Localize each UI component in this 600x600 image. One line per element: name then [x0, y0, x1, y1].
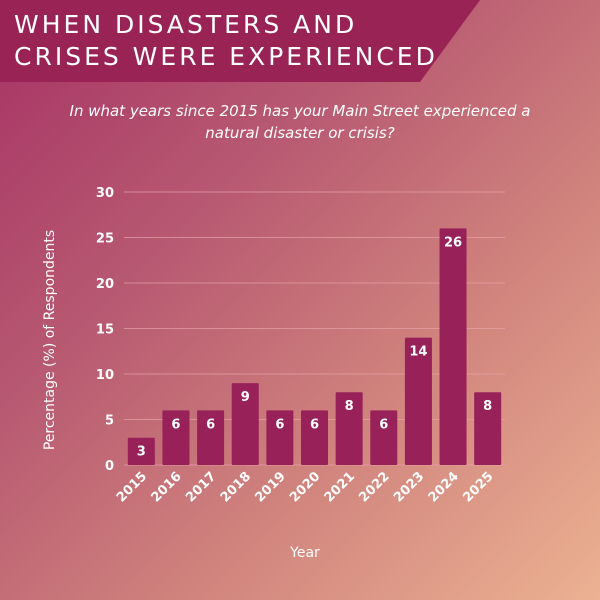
y-tick-label: 10: [96, 368, 114, 383]
x-tick-label: 2022: [356, 469, 392, 505]
y-axis-title: Percentage (%) of Respondents: [42, 230, 58, 450]
y-tick-label: 0: [105, 459, 114, 474]
data-label: 9: [241, 390, 250, 405]
x-tick-label: 2016: [149, 469, 185, 505]
bar-2018: [231, 383, 259, 465]
bar-2019: [266, 410, 294, 465]
y-tick-label: 20: [96, 277, 114, 292]
bar-2016: [162, 410, 190, 465]
x-tick-label: 2025: [460, 469, 496, 505]
x-tick-label: 2020: [287, 469, 323, 505]
bars: 3 6 6 9 6 6 8 6 14 26 8: [127, 228, 502, 465]
bar-2021: [335, 392, 363, 465]
data-label: 6: [379, 417, 388, 432]
y-tick-label: 5: [105, 414, 114, 429]
data-label: 6: [171, 417, 180, 432]
bar-2024: [439, 228, 467, 465]
x-tick-label: 2017: [183, 469, 219, 505]
x-axis-ticks: 2015201620172018201920202021202220232024…: [114, 469, 497, 505]
data-label: 8: [345, 399, 354, 414]
page-title: When Disasters and Crises Were Experienc…: [14, 10, 438, 71]
x-tick-label: 2018: [218, 469, 254, 505]
bar-2022: [370, 410, 398, 465]
y-axis-ticks: 0 5 10 15 20 25 30: [96, 186, 114, 474]
x-tick-label: 2024: [426, 469, 462, 505]
bar-2017: [197, 410, 225, 465]
data-label: 6: [275, 417, 284, 432]
bar-2023: [404, 337, 432, 465]
bar-2020: [300, 410, 329, 465]
data-label: 26: [444, 235, 462, 250]
y-tick-label: 25: [96, 232, 114, 247]
data-label: 6: [310, 417, 319, 432]
data-label: 14: [409, 345, 427, 360]
bar-2025: [474, 392, 502, 465]
data-label: 6: [206, 417, 215, 432]
y-tick-label: 15: [96, 323, 114, 338]
x-axis-title: Year: [289, 545, 320, 561]
title-banner: [0, 0, 480, 82]
x-tick-label: 2021: [322, 469, 358, 505]
chart-subtitle: In what years since 2015 has your Main S…: [69, 102, 531, 142]
data-label: 3: [137, 445, 146, 460]
data-label: 8: [483, 399, 492, 414]
x-tick-label: 2023: [391, 469, 427, 505]
x-tick-label: 2015: [114, 469, 150, 505]
y-tick-label: 30: [96, 186, 114, 201]
x-tick-label: 2019: [252, 469, 288, 505]
bar-2015: [127, 437, 155, 465]
